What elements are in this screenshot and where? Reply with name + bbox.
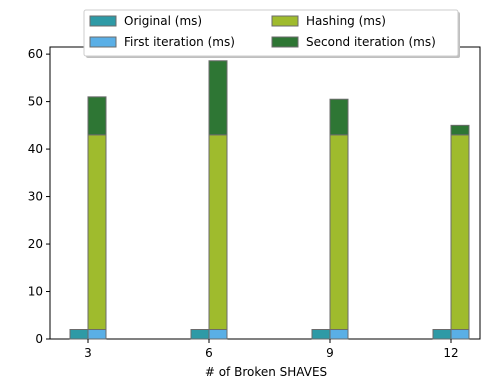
bar-hashing-ms-6: [208, 134, 228, 331]
y-tick-label: 30: [28, 190, 43, 204]
legend-label-original-ms: Original (ms): [124, 14, 202, 28]
legend-label-first-iteration-ms: First iteration (ms): [124, 35, 235, 49]
legend-swatch-original-ms: [89, 15, 117, 27]
y-tick-label: 60: [28, 47, 43, 61]
legend-label-hashing-ms: Hashing (ms): [306, 14, 386, 28]
bar-original-ms-6: [190, 329, 210, 340]
bar-first-iteration-ms-3: [87, 329, 107, 340]
x-axis: 3 6 9 12: [84, 339, 459, 360]
legend-box: [83, 9, 459, 57]
bar-first-iteration-ms-6: [208, 329, 228, 340]
legend-label-second-iteration-ms: Second iteration (ms): [306, 35, 436, 49]
bar-original-ms-12: [432, 329, 452, 340]
bar-first-iteration-ms-9: [329, 329, 349, 340]
legend-swatch-first-iteration-ms: [89, 36, 117, 48]
bar-original-ms-9: [311, 329, 331, 340]
y-tick-label: 10: [28, 285, 43, 299]
plot-area: [49, 46, 481, 340]
bar-second-iteration-ms-6: [208, 60, 228, 136]
y-axis: 0 10 20 30 40 50 60: [28, 47, 50, 346]
legend-swatch-hashing-ms: [271, 15, 299, 27]
x-tick-label: 12: [443, 346, 458, 360]
y-tick-label: 20: [28, 237, 43, 251]
y-tick-label: 0: [35, 332, 43, 346]
legend: Original (ms) First iteration (ms) Hashing…: [83, 9, 460, 58]
bar-hashing-ms-3: [87, 134, 107, 331]
plot-border: [49, 46, 481, 340]
bar-second-iteration-ms-9: [329, 98, 349, 136]
bar-hashing-ms-9: [329, 134, 349, 331]
x-tick-label: 3: [84, 346, 92, 360]
bar-hashing-ms-12: [450, 134, 470, 331]
bar-original-ms-3: [69, 329, 89, 340]
y-tick-label: 50: [28, 95, 43, 109]
bar-first-iteration-ms-12: [450, 329, 470, 340]
y-tick-label: 40: [28, 142, 43, 156]
bars-layer: [69, 60, 470, 340]
x-axis-title: # of Broken SHAVES: [205, 365, 327, 379]
x-tick-label: 6: [205, 346, 213, 360]
legend-swatch-second-iteration-ms: [271, 36, 299, 48]
bar-second-iteration-ms-12: [450, 124, 470, 136]
bar-second-iteration-ms-3: [87, 96, 107, 136]
x-tick-label: 9: [326, 346, 334, 360]
